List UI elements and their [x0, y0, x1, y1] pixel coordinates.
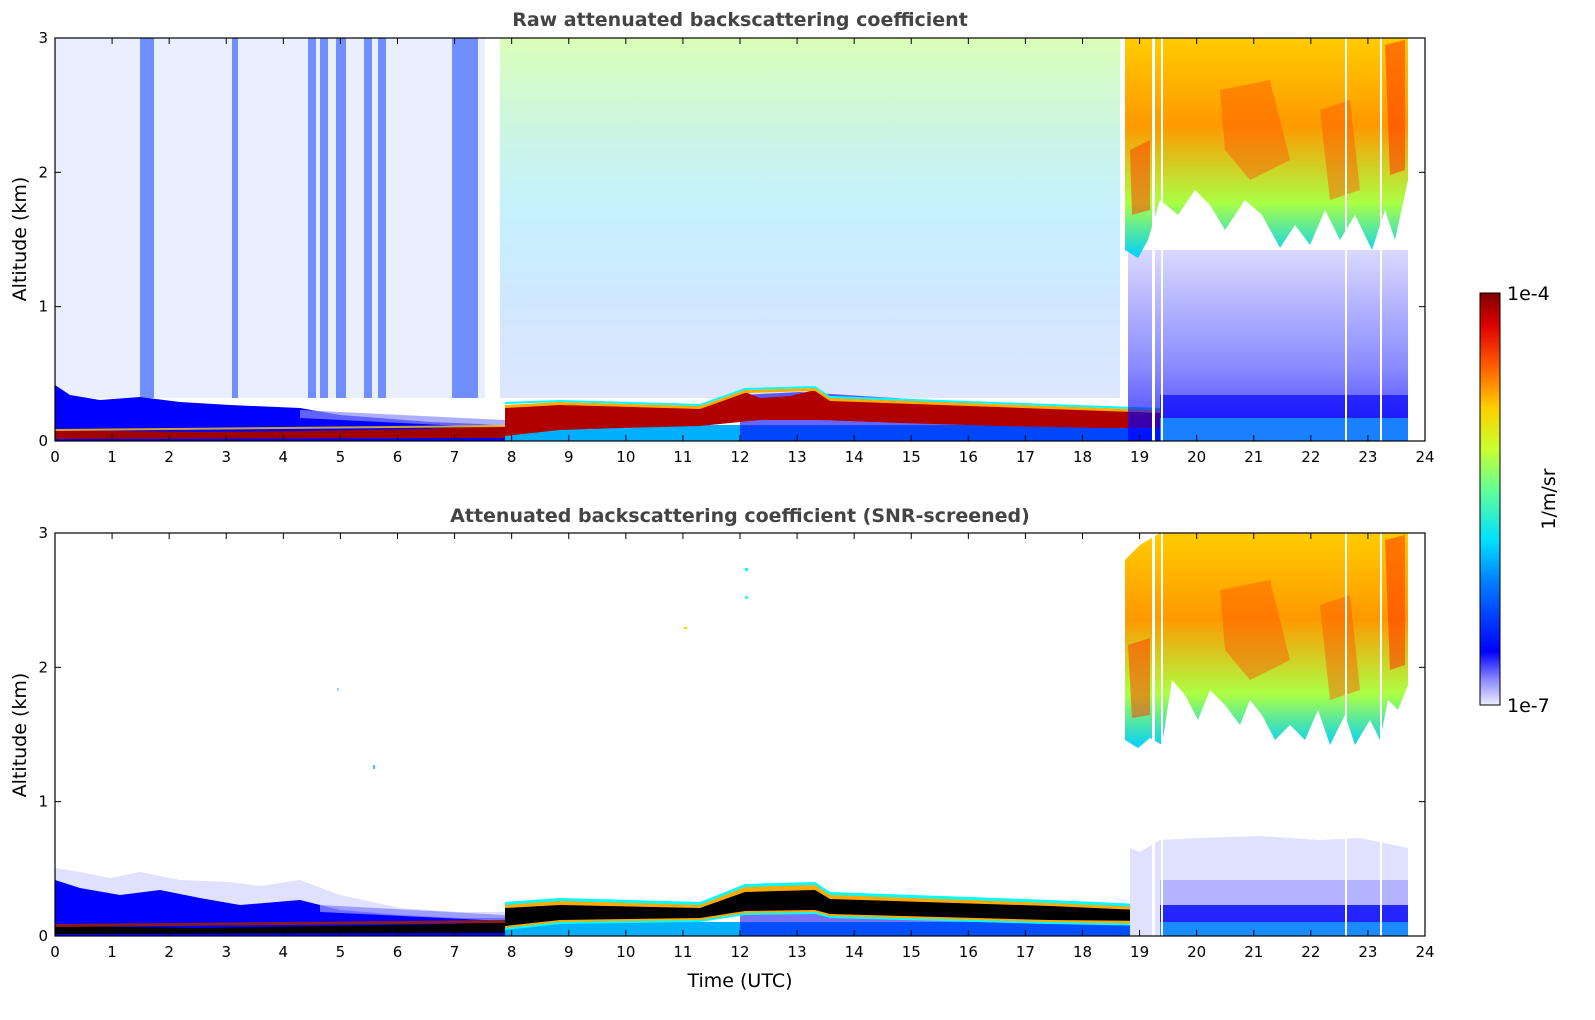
x-tick-label: 2	[164, 448, 174, 466]
x-tick-label: 11	[673, 943, 692, 961]
x-tick-label: 12	[730, 448, 749, 466]
x-tick-label: 9	[564, 943, 574, 961]
x-tick-label: 19	[1130, 448, 1149, 466]
screened-bl-top-layer	[505, 890, 1160, 926]
x-tick-label: 1	[107, 448, 117, 466]
x-tick-label: 8	[507, 448, 517, 466]
daytime-noise-region	[500, 38, 1120, 398]
screened-panel-x-ticks: 0 1 2 3 4 5 6 7 8 9 10 11 12 13 14 15 16 17 18 19 20 21 22 23 24	[50, 533, 1435, 961]
raw-backscatter-panel: Raw attenuated backscattering coefficien…	[9, 9, 1435, 466]
screened-panel-y-ticks: 0 1 2 3	[38, 524, 1425, 945]
x-tick-label: 17	[1016, 448, 1035, 466]
x-tick-label: 8	[507, 943, 517, 961]
x-tick-label: 13	[788, 448, 807, 466]
x-tick-label: 20	[1187, 943, 1206, 961]
screened-data-gaps	[1152, 533, 1425, 936]
raw-backscatter-heatmap	[55, 38, 1425, 441]
x-tick-label: 14	[845, 943, 864, 961]
x-tick-label: 18	[1073, 448, 1092, 466]
y-tick-label: 3	[38, 524, 48, 542]
y-tick-label: 0	[38, 927, 48, 945]
y-tick-label: 3	[38, 29, 48, 47]
colorbar-min-label: 1e-7	[1507, 695, 1550, 717]
x-tick-label: 21	[1244, 448, 1263, 466]
upper-cloud	[1125, 38, 1408, 258]
x-tick-label: 15	[902, 943, 921, 961]
screened-isolated-pixels	[337, 568, 748, 769]
x-tick-label: 15	[902, 448, 921, 466]
noise-streaks	[140, 38, 478, 398]
x-tick-label: 16	[959, 448, 978, 466]
x-tick-label: 22	[1301, 943, 1320, 961]
x-tick-label: 20	[1187, 448, 1206, 466]
x-tick-label: 2	[164, 943, 174, 961]
x-tick-label: 6	[393, 448, 403, 466]
y-tick-label: 0	[38, 432, 48, 450]
x-tick-label: 1	[107, 943, 117, 961]
y-tick-label: 2	[38, 658, 48, 676]
x-tick-label: 5	[336, 448, 346, 466]
y-tick-label: 1	[38, 793, 48, 811]
screened-upper-cloud	[1125, 533, 1408, 748]
x-tick-label: 21	[1244, 943, 1263, 961]
daytime-bl-top-layer	[505, 390, 1160, 436]
x-tick-label: 16	[959, 943, 978, 961]
x-tick-label: 19	[1130, 943, 1149, 961]
y-tick-label: 1	[38, 298, 48, 316]
x-tick-label: 3	[221, 943, 231, 961]
x-tick-label: 7	[450, 943, 460, 961]
raw-panel-title: Raw attenuated backscattering coefficien…	[512, 9, 968, 31]
x-tick-label: 22	[1301, 448, 1320, 466]
x-tick-label: 24	[1415, 448, 1434, 466]
screened-backscatter-panel: Attenuated backscattering coefficient (S…	[9, 505, 1435, 992]
x-tick-label: 6	[393, 943, 403, 961]
x-tick-label: 24	[1415, 943, 1434, 961]
x-tick-label: 5	[336, 943, 346, 961]
screened-surface-layer	[55, 922, 505, 934]
x-tick-label: 10	[616, 943, 635, 961]
data-gaps	[1152, 38, 1425, 441]
colorbar-unit-label: 1/m/sr	[1538, 468, 1560, 529]
morning-surface-layer	[55, 426, 505, 439]
screened-panel-title: Attenuated backscattering coefficient (S…	[450, 505, 1030, 527]
x-tick-label: 7	[450, 448, 460, 466]
raw-panel-x-ticks: 0 1 2 3 4 5 6 7 8 9 10 11 12 13 14 15 16 17 18 19 20 21 22 23 24	[50, 38, 1435, 466]
screened-backscatter-heatmap	[55, 533, 1425, 936]
raw-panel-ylabel: Altitude (km)	[9, 177, 31, 302]
colorbar: 1e-4 1e-7 1/m/sr	[1479, 283, 1560, 717]
x-tick-label: 4	[279, 448, 289, 466]
x-tick-label: 23	[1358, 943, 1377, 961]
x-tick-label: 9	[564, 448, 574, 466]
x-tick-label: 17	[1016, 943, 1035, 961]
x-tick-label: 18	[1073, 943, 1092, 961]
x-tick-label: 14	[845, 448, 864, 466]
y-tick-label: 2	[38, 163, 48, 181]
screened-panel-xlabel: Time (UTC)	[686, 970, 792, 992]
x-tick-label: 3	[221, 448, 231, 466]
x-tick-label: 23	[1358, 448, 1377, 466]
morning-noise-region	[55, 38, 485, 398]
x-tick-label: 12	[730, 943, 749, 961]
x-tick-label: 4	[279, 943, 289, 961]
x-tick-label: 10	[616, 448, 635, 466]
x-tick-label: 0	[50, 448, 60, 466]
x-tick-label: 13	[788, 943, 807, 961]
colorbar-max-label: 1e-4	[1507, 283, 1550, 305]
raw-panel-y-ticks: 0 1 2 3	[38, 29, 1425, 450]
screened-panel-ylabel: Altitude (km)	[9, 673, 31, 798]
colorbar-gradient	[1479, 292, 1501, 706]
x-tick-label: 0	[50, 943, 60, 961]
x-tick-label: 11	[673, 448, 692, 466]
